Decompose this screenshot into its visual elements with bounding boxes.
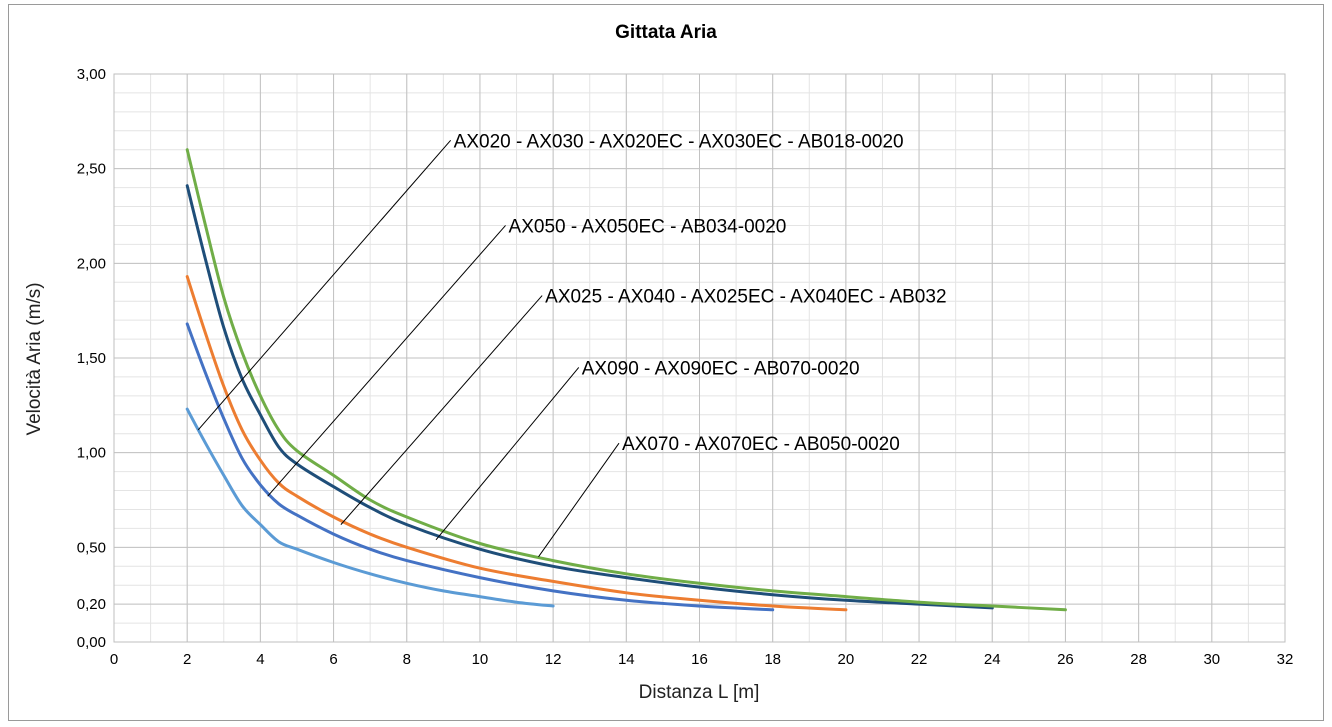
x-tick-label: 22 xyxy=(911,651,928,668)
x-tick-label: 0 xyxy=(110,651,118,668)
y-tick-label: 0,50 xyxy=(77,539,106,556)
y-tick-label: 1,00 xyxy=(77,445,106,462)
x-tick-label: 16 xyxy=(691,651,708,668)
series-line-4 xyxy=(185,148,1067,612)
annotation-label-2: AX050 - AX050EC - AB034-0020 xyxy=(509,216,787,237)
y-tick-label: 2,50 xyxy=(77,161,106,178)
x-tick-label: 24 xyxy=(984,651,1001,668)
x-tick-label: 18 xyxy=(764,651,781,668)
x-tick-label: 10 xyxy=(472,651,489,668)
x-tick-label: 12 xyxy=(545,651,562,668)
annotation-label-4: AX090 - AX090EC - AB070-0020 xyxy=(582,358,860,379)
x-tick-label: 28 xyxy=(1130,651,1147,668)
y-tick-label: 0,20 xyxy=(77,596,106,613)
chart-frame xyxy=(8,4,1324,721)
y-axis-ticks: 0,00 0,20 0,50 1,00 1,50 2,00 2,50 3,00 xyxy=(77,66,106,651)
y-tick-label: 3,00 xyxy=(77,66,106,83)
annotation-leader-3 xyxy=(340,295,543,525)
x-tick-label: 6 xyxy=(329,651,337,668)
series-line-3 xyxy=(185,184,994,610)
x-tick-label: 14 xyxy=(618,651,635,668)
annotation-leader-4 xyxy=(435,367,580,541)
y-tick-label: 2,00 xyxy=(77,255,106,272)
series-line-1 xyxy=(185,322,775,612)
x-tick-label: 2 xyxy=(183,651,191,668)
annotation-label-3: AX025 - AX040 - AX025EC - AX040EC - AB03… xyxy=(545,287,946,308)
annotation-leader-1 xyxy=(197,139,452,431)
chart-title: Gittata Aria xyxy=(615,22,717,43)
annotation-leader-5 xyxy=(538,442,620,558)
x-tick-label: 26 xyxy=(1057,651,1074,668)
major-gridlines xyxy=(113,73,1286,643)
annotation-leader-2 xyxy=(267,225,506,497)
y-tick-label: 1,50 xyxy=(77,350,106,367)
x-axis-label: Distanza L [m] xyxy=(639,682,760,703)
y-axis-label: Velocità Aria (m/s) xyxy=(24,282,45,435)
series-layer xyxy=(185,148,1067,612)
x-axis-ticks: 0 2 4 6 8 10 12 14 16 18 20 22 24 26 28 30 32 xyxy=(110,651,1294,668)
annotation-label-5: AX070 - AX070EC - AB050-0020 xyxy=(622,434,900,455)
x-tick-label: 32 xyxy=(1277,651,1294,668)
x-tick-label: 4 xyxy=(256,651,264,668)
x-tick-label: 20 xyxy=(838,651,855,668)
series-line-5 xyxy=(185,407,555,608)
y-tick-label: 0,00 xyxy=(77,634,106,651)
x-tick-label: 30 xyxy=(1203,651,1220,668)
x-tick-label: 8 xyxy=(403,651,411,668)
series-line-2 xyxy=(185,275,848,612)
annotation-label-1: AX020 - AX030 - AX020EC - AX030EC - AB01… xyxy=(454,131,904,152)
annotations-layer: AX020 - AX030 - AX020EC - AX030EC - AB01… xyxy=(197,131,947,558)
plot-area-border xyxy=(113,73,1286,643)
